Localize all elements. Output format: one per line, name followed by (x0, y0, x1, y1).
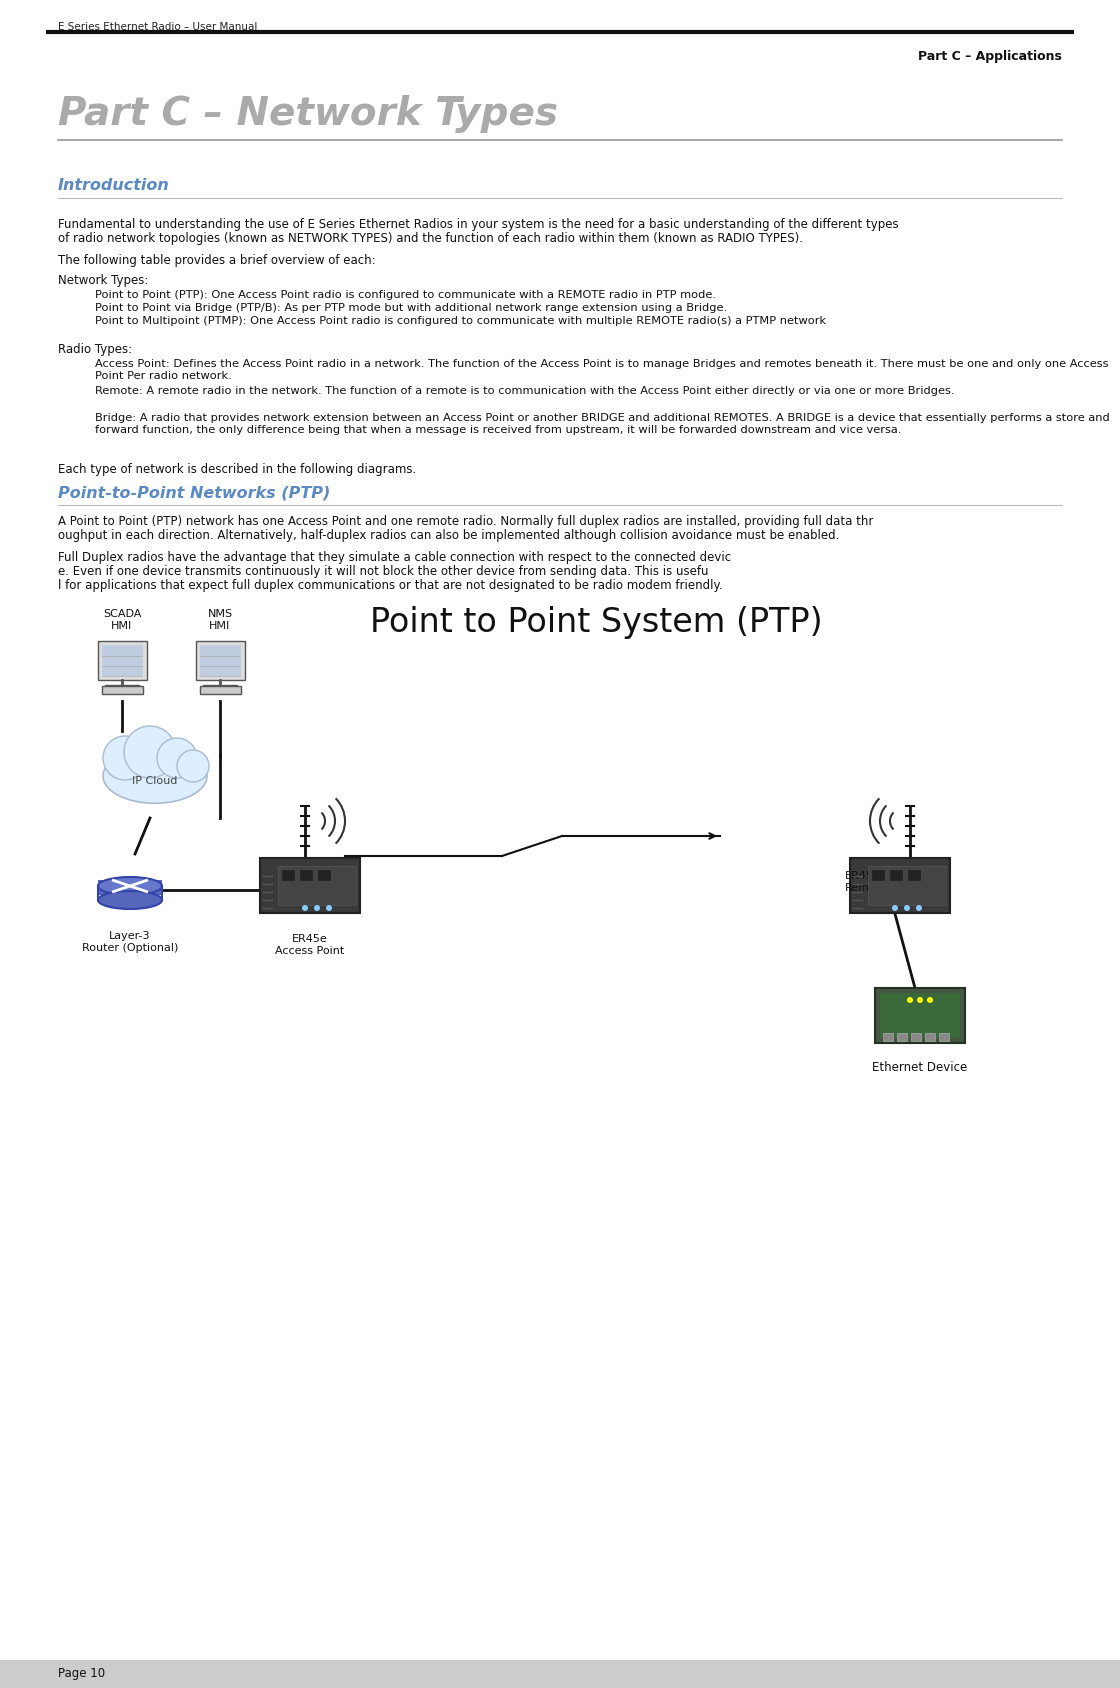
Text: IP Cloud: IP Cloud (132, 776, 178, 787)
Circle shape (904, 905, 909, 912)
FancyBboxPatch shape (99, 641, 147, 680)
Circle shape (314, 905, 320, 912)
Circle shape (892, 905, 898, 912)
Text: Each type of network is described in the following diagrams.: Each type of network is described in the… (58, 463, 417, 476)
Circle shape (302, 905, 308, 912)
Text: Access Point: Defines the Access Point radio in a network. The function of the A: Access Point: Defines the Access Point r… (95, 360, 1109, 380)
Ellipse shape (103, 749, 207, 803)
Bar (200, 685, 241, 694)
Circle shape (917, 998, 923, 1003)
Bar (890, 869, 902, 879)
Text: Radio Types:: Radio Types: (58, 343, 132, 356)
Circle shape (326, 905, 332, 912)
Bar (880, 993, 960, 1038)
Bar (872, 869, 884, 879)
Text: Part C – Applications: Part C – Applications (918, 51, 1062, 62)
Text: Fundamental to understanding the use of E Series Ethernet Radios in your system : Fundamental to understanding the use of … (58, 218, 898, 231)
Circle shape (927, 998, 933, 1003)
Circle shape (157, 738, 197, 778)
Text: Point to Point via Bridge (PTP/B): As per PTP mode but with additional network r: Point to Point via Bridge (PTP/B): As pe… (95, 304, 727, 312)
Bar (282, 869, 293, 879)
Text: ER45e
Remote: ER45e Remote (844, 871, 888, 893)
Bar (897, 1033, 907, 1041)
Text: Full Duplex radios have the advantage that they simulate a cable connection with: Full Duplex radios have the advantage th… (58, 550, 731, 564)
Bar (203, 685, 237, 689)
Bar (925, 1033, 935, 1041)
Circle shape (124, 726, 176, 778)
Circle shape (907, 998, 913, 1003)
Bar (868, 866, 946, 905)
Bar (939, 1033, 949, 1041)
Circle shape (103, 736, 147, 780)
Circle shape (916, 905, 922, 912)
Text: Network Types:: Network Types: (58, 273, 148, 287)
Ellipse shape (99, 878, 162, 895)
Ellipse shape (99, 891, 162, 910)
Bar (102, 685, 143, 694)
Bar (99, 879, 162, 895)
Circle shape (177, 749, 209, 782)
Text: Part C – Network Types: Part C – Network Types (58, 95, 558, 133)
Text: Layer-3
Router (Optional): Layer-3 Router (Optional) (82, 932, 178, 952)
Text: A Point to Point (PTP) network has one Access Point and one remote radio. Normal: A Point to Point (PTP) network has one A… (58, 515, 874, 528)
Text: Introduction: Introduction (58, 177, 170, 192)
Text: ER45e
Access Point: ER45e Access Point (276, 933, 345, 955)
Bar (260, 858, 360, 913)
Text: SCADA
HMI: SCADA HMI (103, 609, 141, 631)
Text: NMS
HMI: NMS HMI (207, 609, 233, 631)
Bar (102, 645, 143, 675)
Bar (200, 645, 241, 675)
Text: Point-to-Point Networks (PTP): Point-to-Point Networks (PTP) (58, 484, 330, 500)
Text: Point to Point System (PTP): Point to Point System (PTP) (370, 606, 822, 640)
Bar (908, 869, 920, 879)
Text: Page 10: Page 10 (58, 1668, 105, 1681)
Text: Point to Point (PTP): One Access Point radio is configured to communicate with a: Point to Point (PTP): One Access Point r… (95, 290, 716, 300)
Text: of radio network topologies (known as NETWORK TYPES) and the function of each ra: of radio network topologies (known as NE… (58, 231, 803, 245)
Bar (105, 685, 139, 689)
Text: E Series Ethernet Radio – User Manual: E Series Ethernet Radio – User Manual (58, 22, 258, 32)
Text: Point to Multipoint (PTMP): One Access Point radio is configured to communicate : Point to Multipoint (PTMP): One Access P… (95, 316, 827, 326)
Text: l for applications that expect full duplex communications or that are not design: l for applications that expect full dupl… (58, 579, 722, 592)
Bar (0, 1659, 1120, 1688)
Bar (911, 1033, 921, 1041)
FancyBboxPatch shape (196, 641, 245, 680)
Bar (318, 869, 330, 879)
Bar (850, 858, 950, 913)
Text: oughput in each direction. Alternatively, half-duplex radios can also be impleme: oughput in each direction. Alternatively… (58, 528, 839, 542)
Text: e. Even if one device transmits continuously it will not block the other device : e. Even if one device transmits continuo… (58, 565, 709, 577)
Bar (278, 866, 356, 905)
Bar (883, 1033, 893, 1041)
Text: The following table provides a brief overview of each:: The following table provides a brief ove… (58, 253, 375, 267)
Text: Ethernet Device: Ethernet Device (872, 1062, 968, 1074)
Text: Remote: A remote radio in the network. The function of a remote is to communicat: Remote: A remote radio in the network. T… (95, 387, 954, 397)
Text: Bridge: A radio that provides network extension between an Access Point or anoth: Bridge: A radio that provides network ex… (95, 414, 1110, 434)
Bar (300, 869, 312, 879)
Bar (875, 987, 965, 1043)
